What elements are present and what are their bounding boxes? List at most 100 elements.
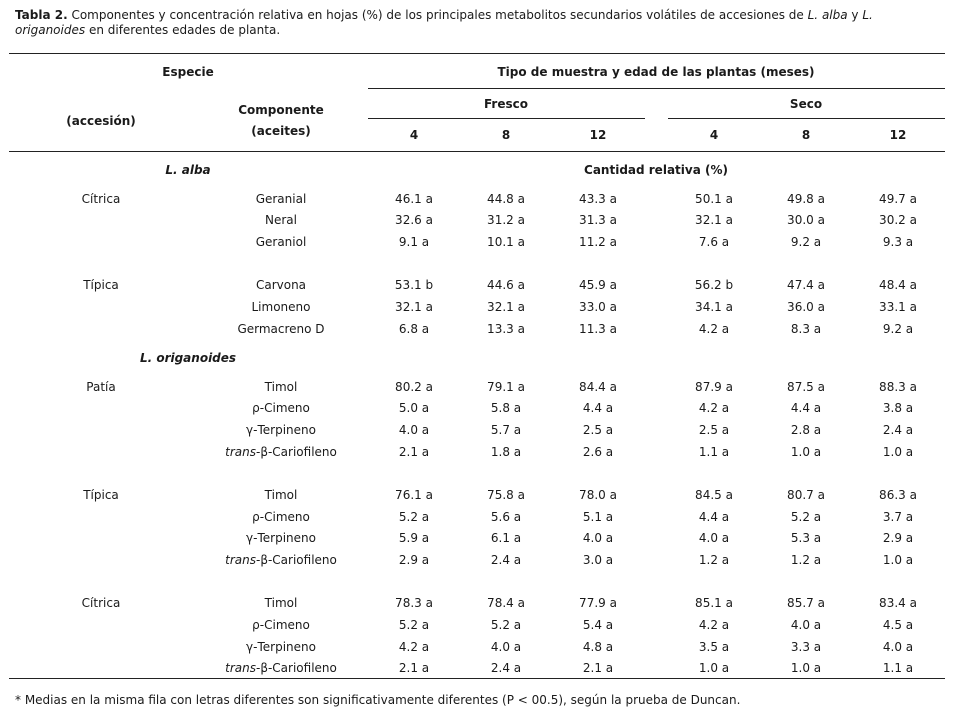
value-cell: 49.7 a bbox=[879, 192, 917, 206]
age-header-5: 12 bbox=[889, 128, 907, 142]
component-suffix: -β-Cariofileno bbox=[255, 445, 337, 459]
accession-label: Cítrica bbox=[81, 596, 121, 610]
value-cell: 56.2 b bbox=[694, 278, 734, 292]
value-cell: 4.2 a bbox=[698, 401, 730, 415]
component-name: γ-Terpineno bbox=[246, 423, 316, 437]
value-cell: 32.1 a bbox=[395, 300, 433, 314]
value-cell: 78.0 a bbox=[579, 488, 617, 502]
header-aceites: (aceites) bbox=[251, 124, 311, 138]
value-cell: 50.1 a bbox=[695, 192, 733, 206]
value-cell: 1.2 a bbox=[698, 553, 730, 567]
component-name: Germacreno D bbox=[237, 322, 325, 336]
value-cell: 4.8 a bbox=[582, 640, 614, 654]
caption-species-2: L. origanoides bbox=[15, 8, 873, 37]
component-name: ρ-Cimeno bbox=[252, 401, 310, 415]
value-cell: 7.6 a bbox=[698, 235, 730, 249]
component-name: ρ-Cimeno bbox=[252, 510, 310, 524]
component-name: trans-β-Cariofileno bbox=[225, 553, 337, 567]
caption-text-1: Componentes y concentración relativa en … bbox=[67, 8, 808, 22]
value-cell: 88.3 a bbox=[879, 380, 917, 394]
value-cell: 9.3 a bbox=[882, 235, 914, 249]
component-name: Geranial bbox=[255, 192, 307, 206]
header-bottom-rule bbox=[9, 151, 945, 152]
value-cell: 4.4 a bbox=[790, 401, 822, 415]
tipo-underline bbox=[368, 88, 945, 89]
value-cell: 44.8 a bbox=[487, 192, 525, 206]
value-cell: 5.6 a bbox=[490, 510, 522, 524]
value-cell: 1.0 a bbox=[790, 445, 822, 459]
value-cell: 2.9 a bbox=[398, 553, 430, 567]
component-name: Timol bbox=[264, 380, 298, 394]
value-cell: 4.0 a bbox=[698, 531, 730, 545]
value-cell: 3.5 a bbox=[698, 640, 730, 654]
value-cell: 1.2 a bbox=[790, 553, 822, 567]
value-cell: 46.1 a bbox=[395, 192, 433, 206]
value-cell: 83.4 a bbox=[879, 596, 917, 610]
header-especie: Especie bbox=[162, 65, 214, 79]
value-cell: 4.4 a bbox=[582, 401, 614, 415]
value-cell: 77.9 a bbox=[579, 596, 617, 610]
value-cell: 30.2 a bbox=[879, 213, 917, 227]
top-rule bbox=[9, 53, 945, 54]
value-cell: 2.4 a bbox=[882, 423, 914, 437]
value-cell: 3.3 a bbox=[790, 640, 822, 654]
component-name: Neral bbox=[265, 213, 297, 227]
value-cell: 5.4 a bbox=[582, 618, 614, 632]
value-cell: 11.2 a bbox=[579, 235, 617, 249]
value-cell: 4.0 a bbox=[882, 640, 914, 654]
caption-label: Tabla 2. bbox=[15, 8, 68, 22]
component-name: Carvona bbox=[255, 278, 307, 292]
value-cell: 2.5 a bbox=[698, 423, 730, 437]
value-cell: 5.9 a bbox=[398, 531, 430, 545]
value-cell: 87.5 a bbox=[787, 380, 825, 394]
value-cell: 78.4 a bbox=[487, 596, 525, 610]
component-prefix: trans bbox=[225, 661, 256, 675]
accession-label: Típica bbox=[83, 488, 119, 502]
value-cell: 47.4 a bbox=[787, 278, 825, 292]
value-cell: 4.0 a bbox=[398, 423, 430, 437]
accession-label: Patía bbox=[86, 380, 116, 394]
species-label-l-origanoides: L. origanoides bbox=[139, 351, 237, 365]
value-cell: 2.1 a bbox=[582, 661, 614, 675]
value-cell: 4.4 a bbox=[698, 510, 730, 524]
value-cell: 44.6 a bbox=[487, 278, 525, 292]
value-cell: 3.7 a bbox=[882, 510, 914, 524]
value-cell: 5.2 a bbox=[398, 510, 430, 524]
value-cell: 5.2 a bbox=[790, 510, 822, 524]
value-cell: 84.5 a bbox=[695, 488, 733, 502]
value-cell: 34.1 a bbox=[695, 300, 733, 314]
component-name: γ-Terpineno bbox=[246, 531, 316, 545]
value-cell: 5.3 a bbox=[790, 531, 822, 545]
value-cell: 1.8 a bbox=[490, 445, 522, 459]
value-cell: 1.0 a bbox=[698, 661, 730, 675]
value-cell: 31.3 a bbox=[579, 213, 617, 227]
component-name: ρ-Cimeno bbox=[252, 618, 310, 632]
value-cell: 45.9 a bbox=[579, 278, 617, 292]
value-cell: 76.1 a bbox=[395, 488, 433, 502]
value-cell: 85.1 a bbox=[695, 596, 733, 610]
value-cell: 11.3 a bbox=[579, 322, 617, 336]
component-suffix: -β-Cariofileno bbox=[255, 553, 337, 567]
value-cell: 43.3 a bbox=[579, 192, 617, 206]
value-cell: 2.1 a bbox=[398, 661, 430, 675]
value-cell: 5.2 a bbox=[398, 618, 430, 632]
value-cell: 48.4 a bbox=[879, 278, 917, 292]
value-cell: 2.6 a bbox=[582, 445, 614, 459]
value-cell: 79.1 a bbox=[487, 380, 525, 394]
value-cell: 80.2 a bbox=[395, 380, 433, 394]
caption-text-2: y bbox=[847, 8, 863, 22]
value-cell: 10.1 a bbox=[487, 235, 525, 249]
value-cell: 5.7 a bbox=[490, 423, 522, 437]
value-cell: 2.4 a bbox=[490, 661, 522, 675]
header-accesion: (accesión) bbox=[66, 114, 136, 128]
value-cell: 2.9 a bbox=[882, 531, 914, 545]
value-cell: 31.2 a bbox=[487, 213, 525, 227]
component-name: γ-Terpineno bbox=[246, 640, 316, 654]
footnote: * Medias en la misma fila con letras dif… bbox=[15, 693, 741, 707]
value-cell: 49.8 a bbox=[787, 192, 825, 206]
header-seco: Seco bbox=[789, 97, 823, 111]
accession-label: Cítrica bbox=[81, 192, 121, 206]
species-label-l-alba: L. alba bbox=[165, 163, 211, 177]
value-cell: 6.8 a bbox=[398, 322, 430, 336]
header-fresco: Fresco bbox=[484, 97, 528, 111]
